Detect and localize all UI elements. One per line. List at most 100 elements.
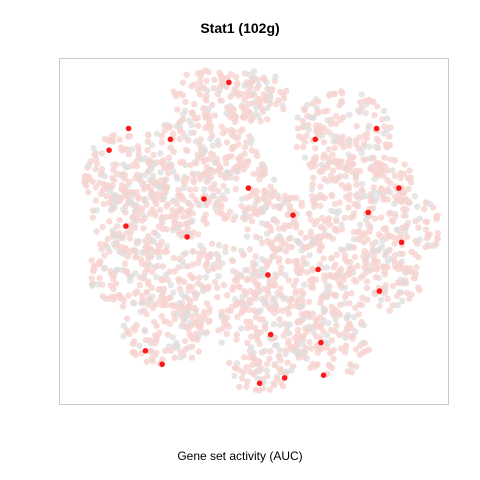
cell-point (206, 317, 213, 325)
cell-point (309, 181, 316, 188)
cell-point (243, 383, 250, 390)
cell-point (183, 71, 190, 78)
cell-point (110, 240, 118, 247)
cell-point (250, 354, 257, 362)
cell-point (243, 364, 250, 371)
cell-point (381, 269, 388, 276)
cell-point (173, 213, 180, 220)
cell-point (167, 320, 174, 327)
cell-point (352, 328, 359, 335)
cell-point (196, 250, 203, 257)
cell-point (191, 319, 198, 326)
cell-point (256, 340, 263, 348)
cell-point (312, 145, 319, 152)
cell-point (308, 185, 316, 193)
cell-point (203, 260, 210, 267)
cell-point (223, 160, 230, 167)
cell-point (92, 165, 99, 173)
cell-point (156, 254, 163, 261)
cell-point (328, 303, 335, 311)
cell-point (372, 239, 379, 246)
high-activity-point (226, 79, 232, 86)
cell-point (206, 253, 213, 261)
cell-point (243, 276, 251, 283)
cell-point (146, 210, 154, 217)
cell-point (301, 154, 309, 161)
cell-point (309, 100, 316, 107)
cell-point (186, 186, 193, 193)
cell-point (200, 85, 208, 92)
cell-point (138, 206, 146, 213)
cell-point (401, 161, 408, 168)
cell-point (135, 237, 143, 245)
cell-point (189, 248, 196, 255)
cell-point (211, 76, 218, 83)
cell-point (300, 143, 307, 151)
cell-point (164, 276, 171, 284)
cell-point (152, 196, 159, 203)
cell-point (188, 354, 196, 361)
cell-point (162, 347, 169, 354)
cell-point (255, 358, 262, 366)
cell-point (364, 250, 371, 258)
cell-point (244, 100, 252, 108)
cell-point (96, 240, 104, 248)
cell-point (196, 202, 204, 209)
cell-point (393, 226, 400, 233)
cell-point (240, 307, 248, 314)
cell-point (346, 300, 353, 307)
cell-point (370, 154, 377, 162)
cell-point (266, 96, 274, 104)
cell-point (144, 266, 151, 273)
cell-point (392, 193, 399, 200)
cell-point (365, 155, 372, 162)
cell-point (231, 372, 238, 380)
cell-point (145, 295, 153, 302)
cell-point (346, 138, 353, 145)
cell-point (246, 133, 253, 140)
cell-point (408, 268, 416, 275)
cell-point (356, 301, 363, 308)
cell-point (92, 262, 99, 269)
cell-point (141, 326, 148, 334)
cell-point (313, 217, 321, 225)
cell-point (193, 336, 201, 344)
cell-point (250, 170, 257, 177)
cell-point (350, 213, 357, 220)
cell-point (408, 248, 415, 255)
cell-point (238, 202, 245, 210)
cell-point (115, 292, 123, 299)
cell-point (214, 201, 221, 208)
cell-point (376, 302, 383, 310)
cell-point (250, 349, 257, 356)
cell-point (241, 211, 249, 219)
cell-point (153, 322, 160, 330)
cell-point (93, 207, 100, 214)
cell-point (323, 282, 330, 289)
cell-point (182, 98, 189, 106)
cell-point (340, 276, 347, 283)
cell-point (216, 263, 223, 271)
cell-point (230, 245, 237, 253)
cell-point (332, 328, 339, 335)
cell-point (99, 223, 106, 231)
cell-point (141, 184, 148, 191)
cell-point (316, 202, 324, 210)
cell-point (142, 243, 149, 251)
cell-point (148, 165, 155, 172)
cell-point (283, 87, 290, 94)
cell-point (327, 172, 334, 180)
cell-point (238, 247, 245, 255)
cell-point (332, 292, 339, 299)
cell-point (363, 278, 371, 285)
cell-point (174, 106, 181, 113)
cell-point (197, 320, 204, 327)
cell-point (213, 284, 221, 291)
cell-point (345, 182, 352, 189)
cell-point (343, 271, 350, 279)
cell-point (134, 216, 141, 224)
cell-point (124, 329, 131, 336)
cell-point (305, 323, 313, 330)
cell-point (112, 280, 120, 287)
cell-point (173, 200, 180, 208)
